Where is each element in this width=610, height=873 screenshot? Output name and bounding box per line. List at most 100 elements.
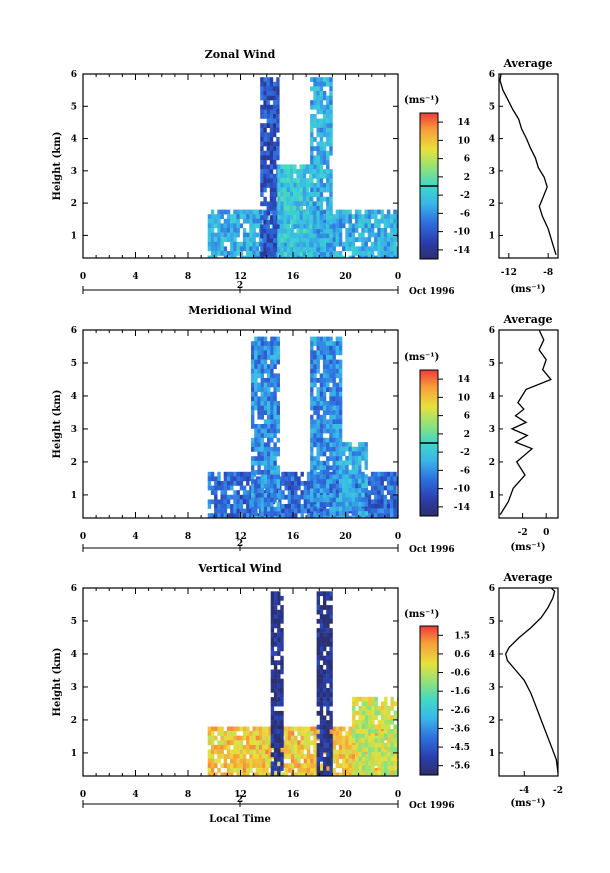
heatmap-cell [329, 641, 333, 647]
heatmap-cell [396, 494, 398, 500]
heatmap-cell [319, 378, 324, 383]
heatmap-cell [276, 506, 280, 512]
heatmap-cell [294, 513, 298, 518]
heatmap-cell [286, 178, 291, 183]
heatmap-cell [329, 192, 333, 197]
heatmap-cell [352, 715, 356, 720]
heatmap-cell [326, 428, 330, 434]
heatmap-cell [329, 378, 333, 383]
heatmap-cell [214, 485, 218, 491]
heatmap-cell [338, 405, 343, 411]
heatmap-cell [251, 493, 255, 498]
heatmap-cell [352, 765, 356, 771]
heatmap-cell [380, 504, 384, 509]
heatmap-cell [323, 729, 327, 735]
heatmap-cell [223, 731, 228, 736]
heatmap-cell [281, 481, 285, 486]
heatmap-cell [300, 767, 304, 773]
heatmap-cell [310, 150, 314, 156]
heatmap-cell [280, 251, 284, 257]
heatmap-cell [276, 493, 280, 498]
heatmap-cell [329, 683, 333, 689]
heatmap-cell [210, 223, 215, 229]
profile-x-tick-label: 0 [543, 528, 549, 538]
heatmap-cell [355, 701, 359, 707]
heatmap-cell [319, 336, 324, 342]
heatmap-cell [251, 497, 255, 503]
heatmap-cell [329, 100, 333, 105]
heatmap-cell [332, 414, 336, 420]
heatmap-cell [269, 173, 274, 179]
heatmap-cell [280, 178, 284, 183]
heatmap-cell [322, 233, 327, 239]
heatmap-cell [267, 391, 271, 397]
heatmap-cell [257, 433, 261, 438]
heatmap-cell [390, 508, 394, 514]
heatmap-cell [319, 132, 324, 138]
heatmap-cell [220, 744, 224, 750]
heatmap-cell [260, 447, 264, 452]
heatmap-cell [342, 478, 346, 484]
heatmap-cell [239, 513, 244, 518]
heatmap-cell [329, 474, 333, 480]
heatmap-cell [323, 591, 327, 597]
heatmap-cell [306, 192, 310, 197]
heatmap-cell [313, 763, 317, 769]
heatmap-cell [270, 373, 274, 379]
heatmap-cell [273, 710, 278, 716]
heatmap-cell [354, 515, 359, 518]
heatmap-cell [251, 396, 255, 402]
heatmap-cell [319, 160, 324, 165]
heatmap-cell [326, 701, 330, 707]
heatmap-cell [284, 726, 288, 732]
x-tick-labels: 0 4 8 12 16 20 0 [80, 330, 401, 542]
heatmap-cell [309, 219, 313, 225]
heatmap-cell [370, 476, 375, 482]
heatmap-cell [226, 476, 231, 482]
heatmap-cell [351, 744, 356, 750]
heatmap-cell [207, 740, 212, 746]
heatmap-cell [273, 355, 277, 360]
heatmap-cell [335, 772, 340, 776]
heatmap-cell [335, 483, 340, 489]
heatmap-cell [326, 470, 330, 475]
heatmap-cell [364, 251, 368, 256]
heatmap-cell [332, 350, 336, 356]
heatmap-cell [332, 516, 336, 518]
heatmap-cell [351, 232, 356, 238]
heatmap-cell [269, 118, 274, 124]
heatmap-cell [319, 100, 324, 105]
heatmap-cell [396, 476, 398, 482]
heatmap-cell [354, 485, 359, 491]
heatmap-cell [223, 471, 228, 477]
heatmap-cell [313, 359, 317, 365]
heatmap-cell [310, 481, 314, 486]
heatmap-cell [329, 91, 333, 96]
heatmap-cell [345, 232, 349, 238]
heatmap-cell [374, 481, 378, 486]
heatmap-cell [326, 516, 330, 518]
heatmap-cell [266, 169, 270, 174]
heatmap-cell [370, 513, 375, 518]
heatmap-cell [296, 169, 300, 174]
heatmap-cell [358, 506, 362, 512]
heatmap-cell [364, 246, 368, 252]
heatmap-cell [332, 511, 336, 517]
heatmap-cell [316, 345, 320, 351]
heatmap-cell [335, 516, 340, 518]
heatmap-cell [370, 228, 375, 233]
heatmap-cell [338, 424, 343, 429]
heatmap-cell [316, 233, 320, 239]
heatmap-cell [351, 506, 356, 512]
heatmap-cell [226, 481, 231, 486]
heatmap-cell [273, 150, 277, 156]
heatmap-cell [258, 731, 263, 736]
heatmap-cell [367, 218, 372, 224]
heatmap-cell [329, 609, 333, 615]
heatmap-cell [329, 761, 333, 767]
heatmap-cell [316, 637, 320, 643]
heatmap-cell [217, 251, 221, 256]
heatmap-cell [277, 743, 281, 748]
heatmap-cell [332, 470, 336, 475]
heatmap-cell [266, 242, 270, 248]
